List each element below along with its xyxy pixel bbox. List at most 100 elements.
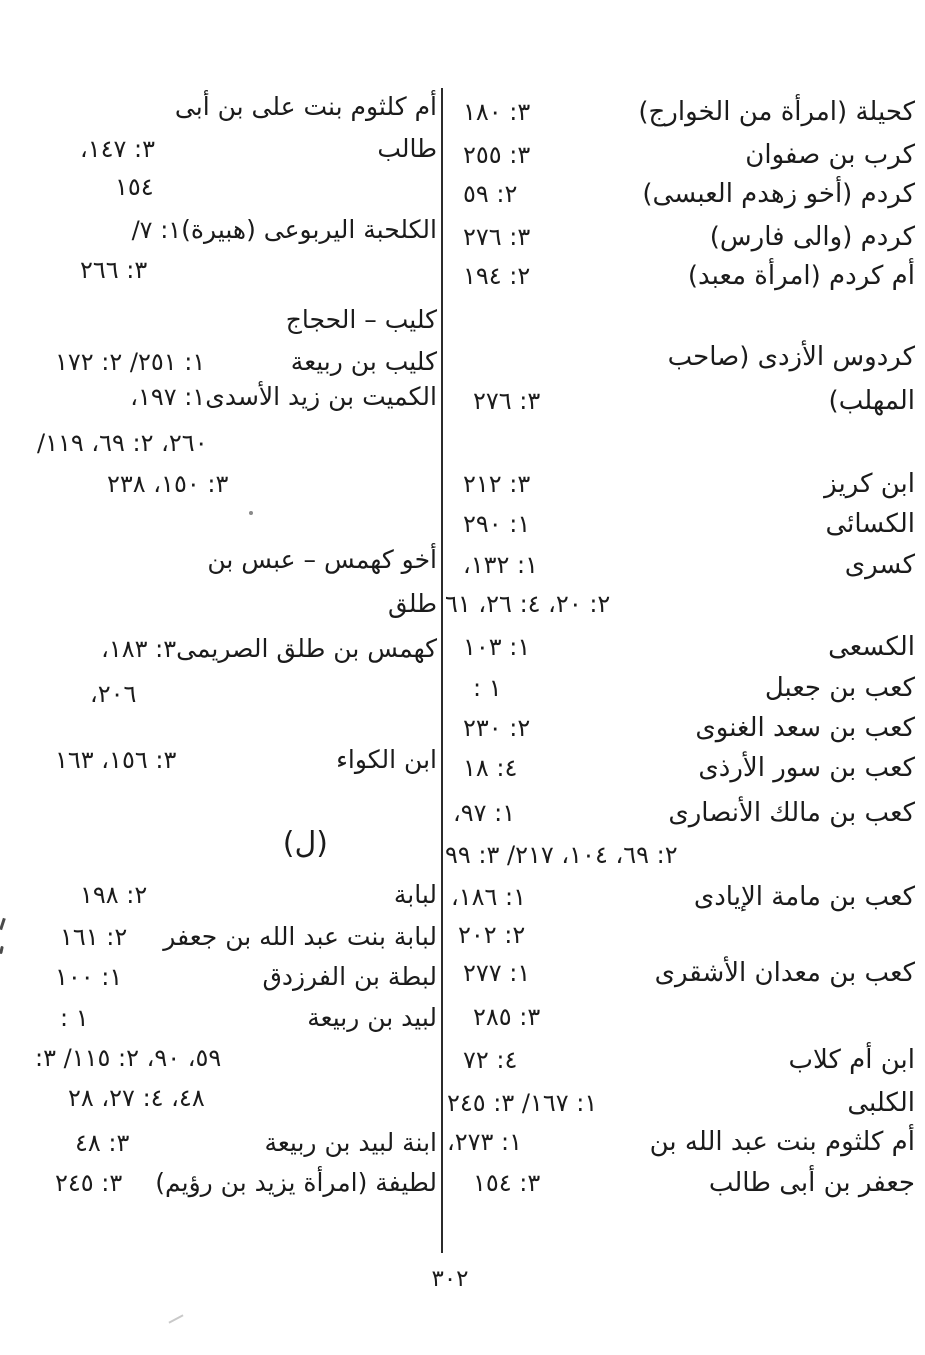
index-entry: كعب بن سعد الغنوى ٢: ٢٣٠ — [443, 710, 925, 746]
entry-name: لبيد بن ربيعة — [307, 1003, 437, 1032]
index-column-right: كحيلة (امرأة من الخوارج) ٣: ١٨٠ كرب بن صف… — [443, 0, 925, 1355]
entry-refs: ٣: ١٤٧، — [80, 135, 156, 163]
entry-refs: ٣: ١٥٠، ٢٣٨ — [107, 470, 229, 498]
entry-name: كسرى — [844, 550, 915, 580]
index-entry-continuation: ٢: ٢٠، ٤: ٢٦، ٦١ — [443, 586, 925, 622]
entry-refs: ٣: ٢٧٦ — [473, 387, 541, 415]
index-entry: كسرى ١: ١٣٢، — [443, 547, 925, 583]
entry-refs: ١: ١٠٣ — [463, 633, 531, 661]
entry-refs: ١: ٢٥١/ ٢: ١٧٢ — [55, 348, 206, 376]
entry-name: الكسائى — [825, 509, 915, 539]
index-entry-crossref: أخو كهمس – عبس بن — [30, 542, 443, 578]
entry-refs: ١: ٢٩٠ — [463, 510, 531, 538]
entry-refs: ١ : — [473, 674, 502, 702]
entry-name: كعب بن مالك الأنصارى — [668, 798, 915, 828]
index-entry: أم كردم (امرأة معبد) ٢: ١٩٤ — [443, 258, 925, 294]
entry-name: طالب — [377, 134, 437, 163]
index-entry: الكسعى ١: ١٠٣ — [443, 629, 925, 665]
index-entry: كحيلة (امرأة من الخوارج) ٣: ١٨٠ — [443, 94, 925, 130]
index-entry: كردم (أخو زهدم العبسى) ٢: ٥٩ — [443, 176, 925, 212]
index-entry: كعب بن مالك الأنصارى ١: ٩٧، — [443, 795, 925, 831]
entry-name: الكميت بن زيد الأسدى — [205, 382, 437, 411]
index-entry: لبابة ٢: ١٩٨ — [30, 877, 443, 913]
entry-name: كردم (والى فارس) — [709, 222, 915, 252]
index-entry-crossref: كليب – الحجاج — [30, 302, 443, 338]
index-entry: الكسائى ١: ٢٩٠ — [443, 506, 925, 542]
entry-name: كعب بن مامة الإيادى — [693, 882, 915, 912]
entry-refs: ١: ١٣٢، — [463, 551, 539, 579]
index-entry: كهمس بن طلق الصريمى ٣: ١٨٣، — [30, 631, 443, 667]
entry-refs: ٣: ٢٦٦ — [80, 256, 148, 284]
entry-refs: ٣: ٢٨٥ — [473, 1003, 541, 1031]
scan-artifact-mark — [0, 917, 6, 931]
scan-artifact-mark — [0, 945, 4, 955]
index-entry: الكلبى ١: ١٦٧/ ٣: ٢٤٥ — [443, 1085, 925, 1121]
entry-name: لطيفة (امرأة يزيد بن رؤيم) — [155, 1168, 437, 1197]
section-letter: (ل) — [282, 826, 328, 861]
entry-refs: ٢: ٥٩ — [463, 180, 518, 208]
entry-refs: ١: ٩٧، — [453, 799, 516, 827]
entry-name: طلق — [387, 589, 437, 618]
entry-refs: ٣: ٢٧٦ — [463, 223, 531, 251]
entry-refs: ١: ١٨٦، — [451, 883, 527, 911]
index-entry: كردوس الأزدى (صاحب — [443, 339, 925, 375]
entry-name: أخو كهمس – عبس بن — [207, 545, 437, 574]
index-entry-continuation: ١٥٤ — [30, 169, 443, 205]
index-entry: لبطة بن الفرزدق ١: ١٠٠ — [30, 959, 443, 995]
entry-name: الكسعى — [828, 632, 915, 662]
index-entry-continuation: ٢٠٦، — [30, 676, 443, 712]
entry-name: ابنة لبيد بن ربيعة — [264, 1128, 437, 1157]
entry-refs: ٣: ٢٤٥ — [55, 1169, 123, 1197]
scan-artifact-speck — [249, 511, 253, 515]
entry-name: ابن الكواء — [336, 745, 437, 774]
entry-name: أم كلثوم بنت عبد الله بن — [649, 1127, 915, 1157]
index-entry: المهلب) ٣: ٢٧٦ — [443, 383, 925, 419]
index-entry-continuation: ٤٨، ٤: ٢٧، ٢٨ — [30, 1080, 443, 1116]
column-divider-rule — [441, 88, 443, 1253]
index-entry: ابن كريز ٣: ٢١٢ — [443, 466, 925, 502]
entry-refs: ٢: ٦٩، ١٠٤، ٢١٧/ ٣: ٩٩ — [445, 841, 678, 869]
entry-refs: ١: ١٠٠ — [55, 963, 123, 991]
entry-name: جعفر بن أبى طالب — [708, 1168, 915, 1198]
index-entry: كرب بن صفوان ٣: ٢٥٥ — [443, 137, 925, 173]
entry-name: كحيلة (امرأة من الخوارج) — [638, 97, 915, 127]
index-entry: لبيد بن ربيعة ١ : — [30, 1000, 443, 1036]
index-entry: أم كلثوم بنت عبد الله بن ١: ٢٧٣، — [443, 1124, 925, 1160]
index-entry-continuation: ٣: ١٥٠، ٢٣٨ — [30, 466, 443, 502]
entry-refs: ٢: ٢٠٢ — [458, 921, 526, 949]
entry-name: كردم (أخو زهدم العبسى) — [642, 179, 915, 209]
index-entry: كعب بن سور الأرذى ٤: ١٨ — [443, 750, 925, 786]
entry-name: لبابة بنت عبد الله بن جعفر — [163, 922, 437, 951]
index-entry: لبابة بنت عبد الله بن جعفر ٢: ١٦١ — [30, 919, 443, 955]
entry-refs: ٢٦٠، ٢: ٦٩، ١١٩/ — [37, 429, 208, 457]
entry-refs: ٢: ٢٠، ٤: ٢٦، ٦١ — [445, 590, 611, 618]
entry-refs: ١ : — [60, 1004, 89, 1032]
entry-refs: ١٥٤ — [115, 173, 154, 201]
entry-name: أم كردم (امرأة معبد) — [687, 261, 915, 291]
entry-refs: ٤: ٧٢ — [463, 1046, 518, 1074]
index-entry-continuation: ٥٩، ٩٠، ٢: ١١٥/ ٣: — [30, 1040, 443, 1076]
index-entry: كعب بن مامة الإيادى ١: ١٨٦، — [443, 879, 925, 915]
index-entry: كعب بن معدان الأشقرى ١: ٢٧٧ — [443, 955, 925, 991]
entry-refs: ١: ١٦٧/ ٣: ٢٤٥ — [447, 1089, 598, 1117]
index-entry-continuation: ٣: ٢٨٥ — [443, 999, 925, 1035]
section-letter-header: (ل) — [30, 826, 443, 862]
index-entry: كردم (والى فارس) ٣: ٢٧٦ — [443, 219, 925, 255]
index-entry: لطيفة (امرأة يزيد بن رؤيم) ٣: ٢٤٥ — [30, 1165, 443, 1201]
entry-name: كهمس بن طلق الصريمى — [176, 634, 437, 663]
index-column-left: أم كلثوم بنت على بن أبى طالب ٣: ١٤٧، ١٥٤ … — [30, 0, 443, 1355]
entry-name: لبطة بن الفرزدق — [262, 962, 437, 991]
index-entry-continuation: ٣: ٢٦٦ — [30, 252, 443, 288]
entry-refs: ١: ١٩٧، — [130, 383, 206, 411]
index-entry: ابن أم كلاب ٤: ٧٢ — [443, 1042, 925, 1078]
entry-refs: ٢: ١٩٨ — [80, 881, 148, 909]
entry-refs: ٣: ٤٨ — [75, 1129, 130, 1157]
entry-refs: ٣: ١٥٦، ١٦٣ — [55, 746, 177, 774]
entry-name: أم كلثوم بنت على بن أبى — [174, 92, 437, 121]
entry-refs: ١: ٧/ — [131, 216, 182, 244]
entry-refs: ٤٨، ٤: ٢٧، ٢٨ — [68, 1084, 205, 1112]
entry-name: لبابة — [393, 880, 437, 909]
entry-refs: ٣: ٢٥٥ — [463, 141, 531, 169]
entry-refs: ٢: ٢٣٠ — [463, 714, 531, 742]
entry-refs: ١: ٢٧٣، — [447, 1128, 523, 1156]
